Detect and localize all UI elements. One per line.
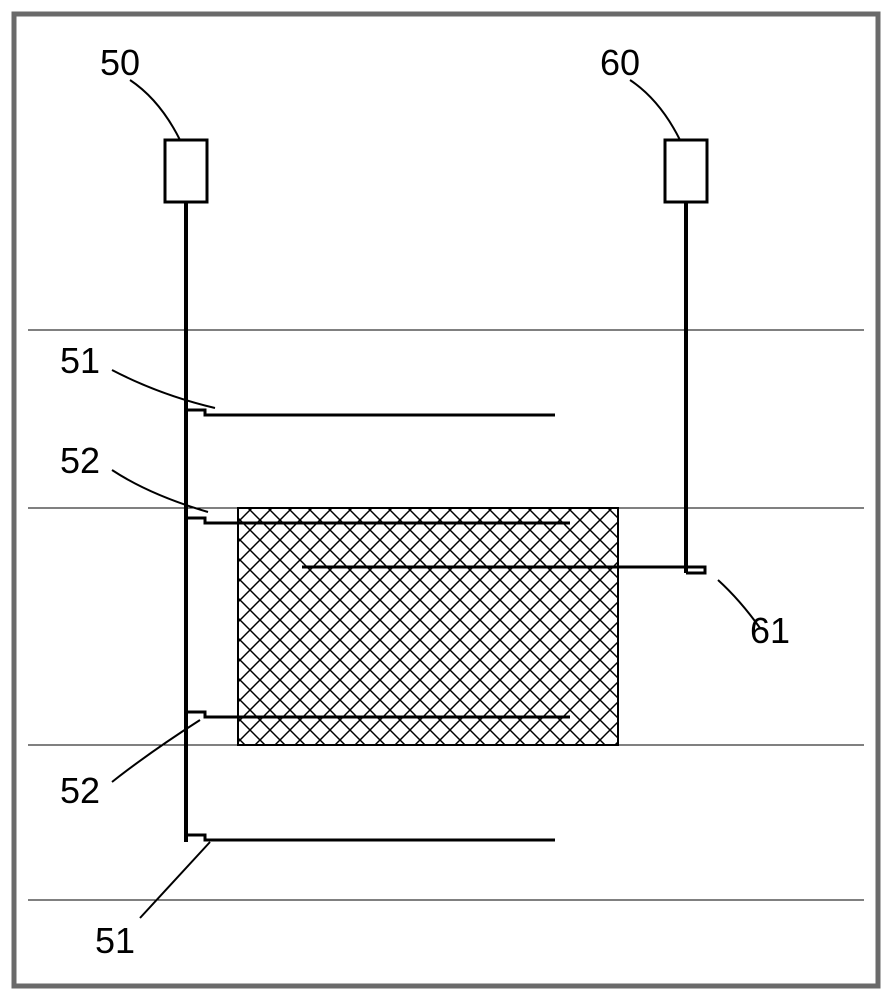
diagram-svg <box>0 0 892 1000</box>
crosshatch-region <box>238 508 618 745</box>
leader-51-top <box>112 370 215 408</box>
leader-60 <box>630 80 680 140</box>
branch-51-bottom <box>186 835 555 840</box>
label-51-top: 51 <box>60 340 100 382</box>
label-61: 61 <box>750 610 790 652</box>
label-52-bottom: 52 <box>60 770 100 812</box>
box-50 <box>165 140 207 202</box>
box-60 <box>665 140 707 202</box>
label-50: 50 <box>100 42 140 84</box>
label-52-top: 52 <box>60 440 100 482</box>
leader-50 <box>130 80 180 140</box>
label-60: 60 <box>600 42 640 84</box>
leader-52-top <box>112 470 208 512</box>
leader-51-bottom <box>140 842 210 918</box>
label-51-bottom: 51 <box>95 920 135 962</box>
branch-51-top <box>186 410 555 415</box>
